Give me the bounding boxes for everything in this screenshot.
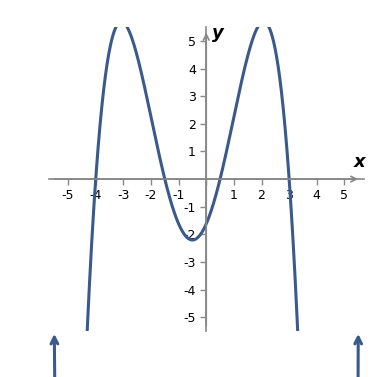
Text: x: x [354,153,365,171]
Text: y: y [212,24,224,41]
